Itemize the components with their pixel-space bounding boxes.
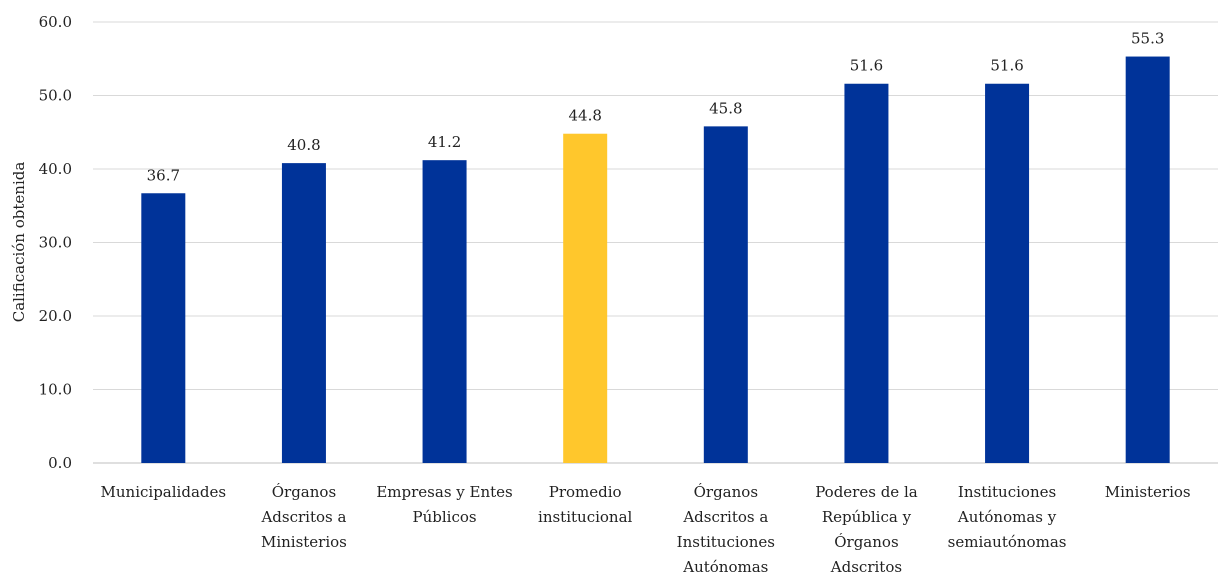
category-label: Instituciones [958,483,1056,501]
bar [985,83,1030,464]
category-label: Adscritos a [260,508,346,526]
data-label: 40.8 [287,136,320,154]
data-label: 36.7 [147,166,180,184]
bar [703,126,748,464]
y-tick-label: 50.0 [39,87,72,105]
category-label: Órganos [834,533,898,551]
category-label: Ministerios [1105,483,1191,501]
category-label: Autónomas y [957,508,1057,526]
x-axis-category-labels: Municipalidades Órganos Adscritos a Ministe… [101,483,1191,576]
data-label: 55.3 [1131,30,1164,48]
data-label: 51.6 [990,57,1023,75]
y-tick-label: 40.0 [39,160,72,178]
y-tick-label: 10.0 [39,381,72,399]
category-label: Promedio [549,483,622,501]
category-label: Poderes de la [815,483,918,501]
category-label: Públicos [413,508,477,526]
data-label: 51.6 [850,57,883,75]
bar [1125,56,1170,464]
y-tick-label: 30.0 [39,234,72,252]
category-label: República y [822,508,912,526]
category-label: Empresas y Entes [376,483,512,501]
category-label: Ministerios [261,533,347,551]
bar [141,193,186,463]
category-label: Municipalidades [101,483,227,501]
gridlines [93,21,1218,464]
category-label: Adscritos a [682,508,768,526]
y-tick-label: 60.0 [39,13,72,31]
y-tick-label: 0.0 [48,454,72,472]
category-label: Autónomas [682,558,768,576]
y-axis-title: Calificación obtenida [10,162,28,323]
y-tick-label: 20.0 [39,307,72,325]
bar [844,83,889,464]
bar [281,163,326,463]
bar [422,160,467,463]
category-label: Instituciones [677,533,775,551]
bars [141,56,1170,464]
data-label: 41.2 [428,133,461,151]
category-label: Adscritos [830,558,902,576]
data-label: 45.8 [709,99,742,117]
category-label: Órganos [694,483,758,501]
data-label: 44.8 [568,107,601,125]
category-label: semiautónomas [948,533,1067,551]
bar [563,133,608,463]
y-axis-tick-labels: 0.0 10.0 20.0 30.0 40.0 50.0 60.0 [39,13,72,472]
category-label: Órganos [272,483,336,501]
data-labels: 36.7 40.8 41.2 44.8 45.8 51.6 51.6 55.3 [147,30,1165,185]
category-label: institucional [538,508,633,526]
